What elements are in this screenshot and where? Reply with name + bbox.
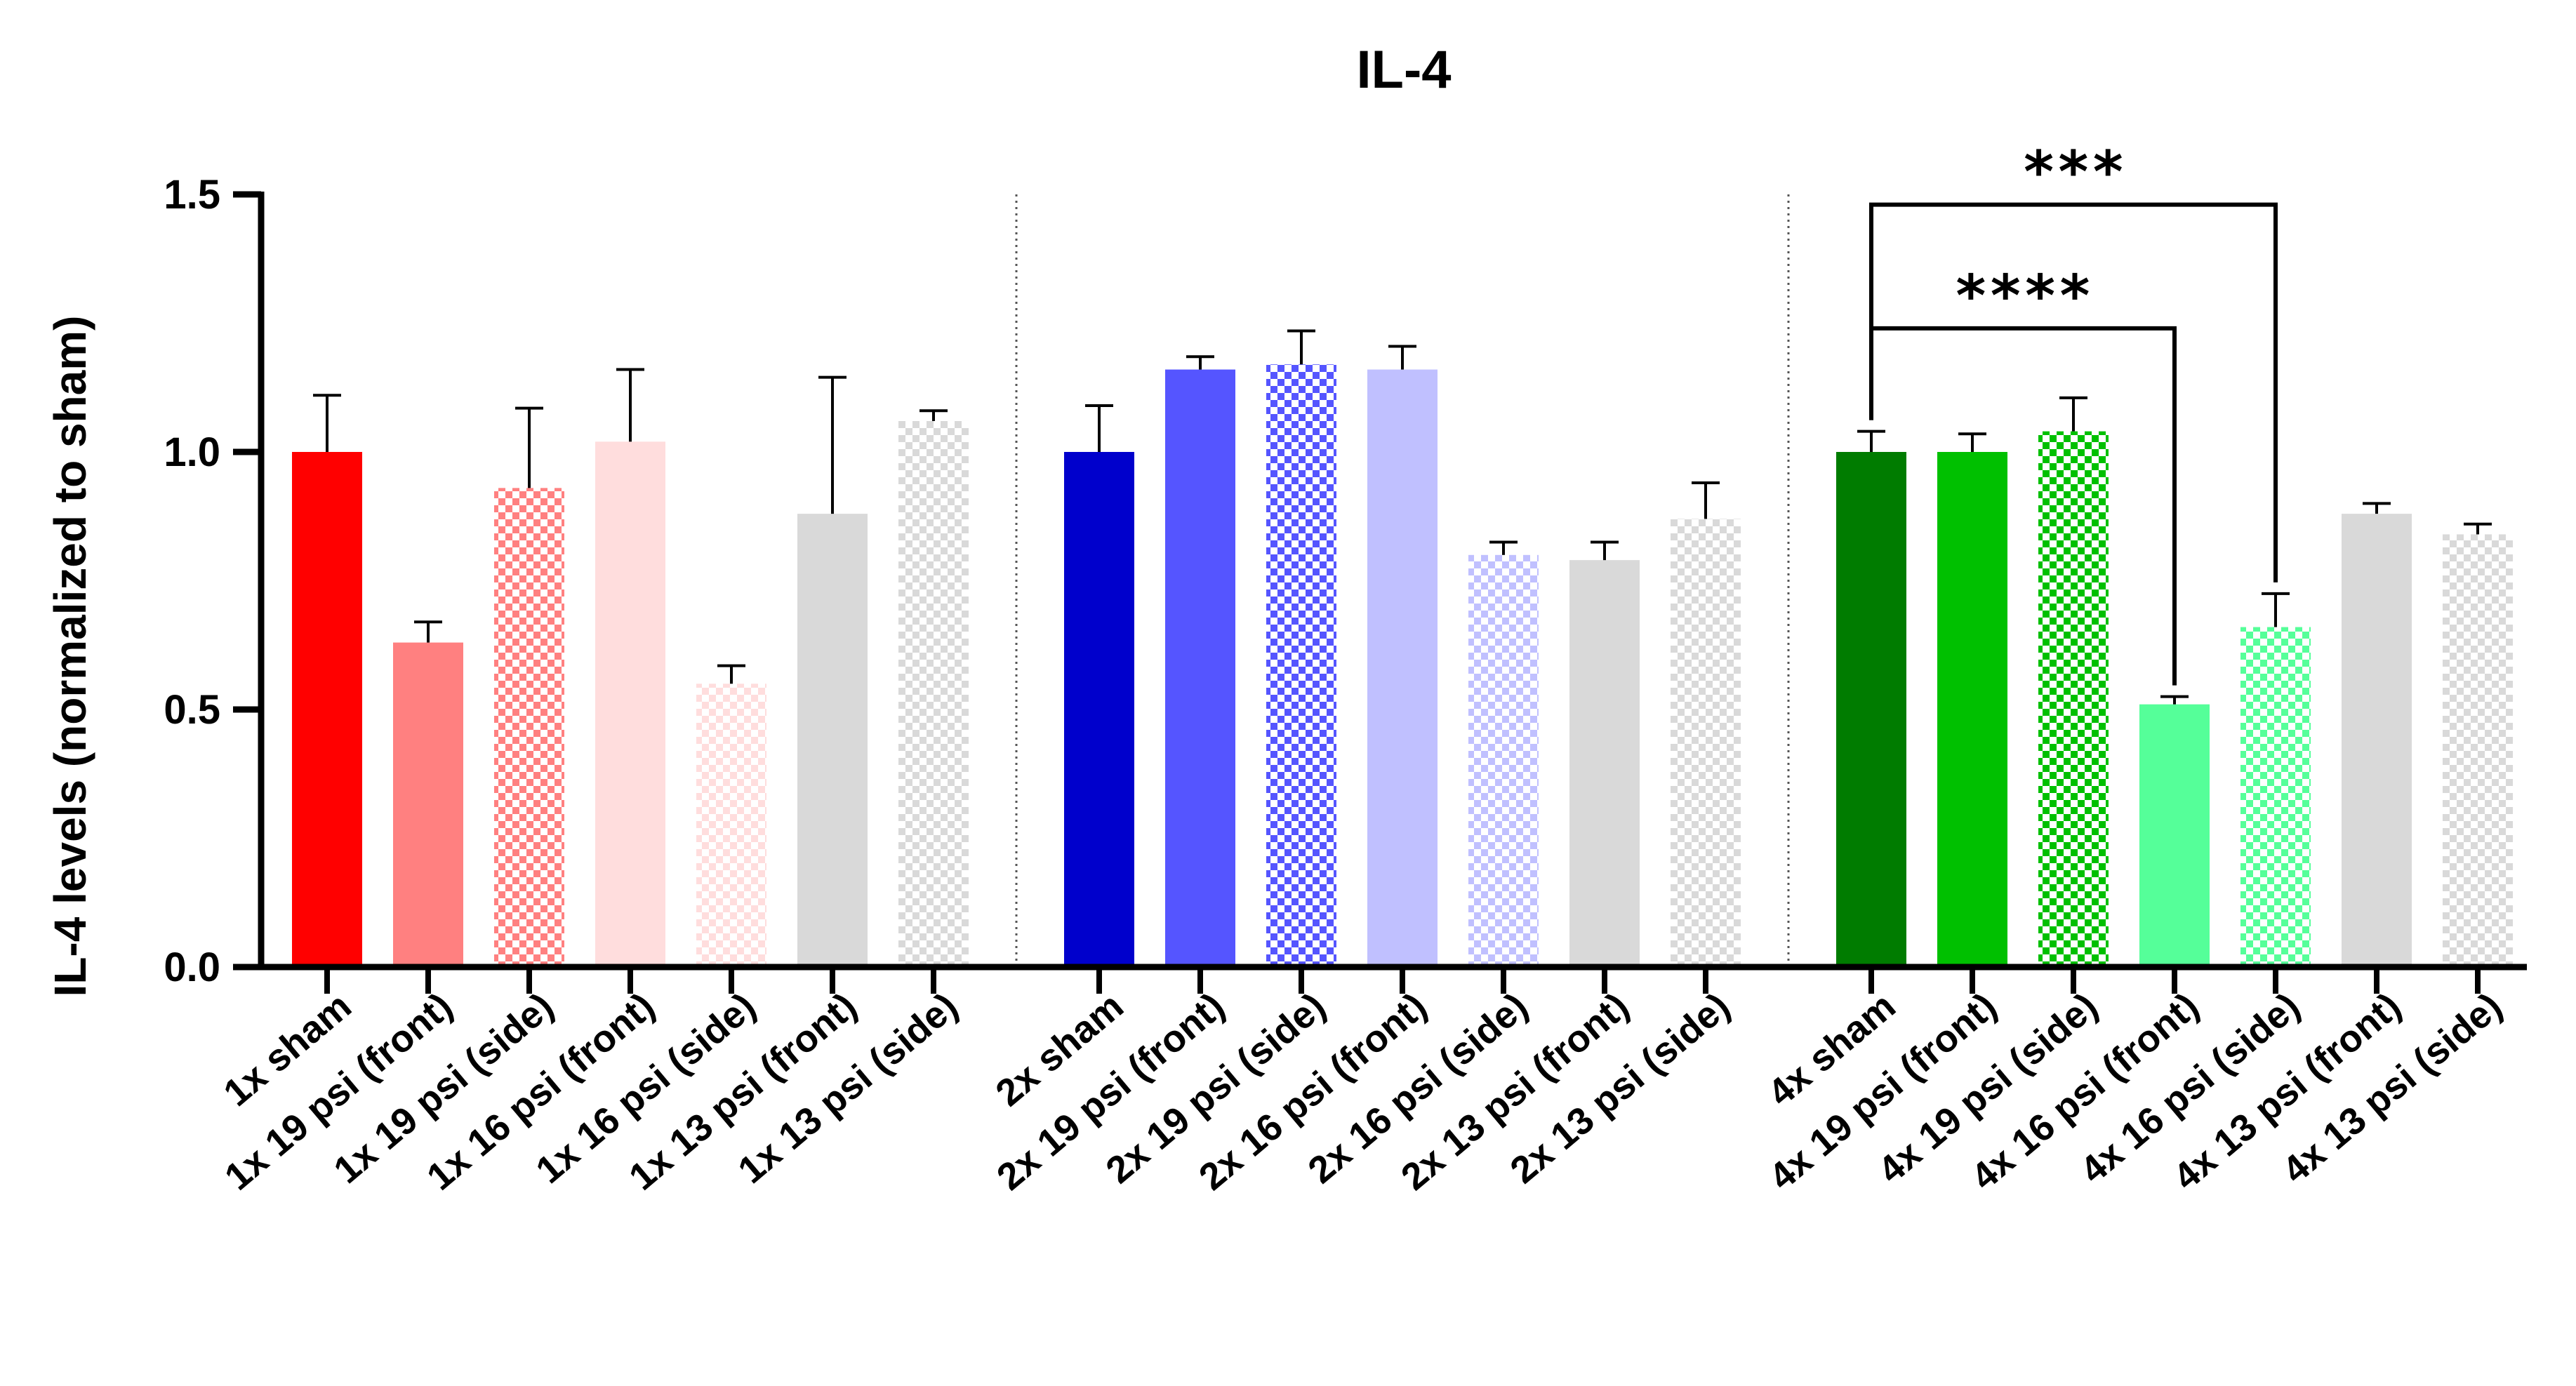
error-bar <box>1958 432 1986 452</box>
error-bar <box>1287 329 1315 365</box>
error-bar <box>1186 355 1214 370</box>
bar <box>1367 369 1438 967</box>
bar <box>292 452 362 967</box>
bar <box>393 642 463 967</box>
bar <box>494 488 564 967</box>
bar <box>898 420 969 967</box>
bars <box>292 364 2513 967</box>
bar <box>1064 452 1134 967</box>
significance-annotations: ******* <box>1869 140 2278 686</box>
bar <box>2342 514 2412 967</box>
significance-label: **** <box>1953 263 2092 330</box>
error-bar <box>2059 396 2087 432</box>
bar <box>595 441 665 967</box>
y-axis-label: IL-4 levels (normalized to sham) <box>45 316 95 997</box>
error-bar <box>313 394 341 452</box>
error-bar <box>414 620 442 643</box>
error-bar <box>1489 540 1518 555</box>
bar <box>1671 519 1741 967</box>
bar <box>2139 704 2210 967</box>
error-bar <box>818 375 847 514</box>
bar <box>797 514 868 967</box>
bar <box>2038 431 2109 967</box>
error-bar <box>1857 429 1885 452</box>
y-tick-label: 0.0 <box>164 945 220 990</box>
y-tick-label: 1.0 <box>164 429 220 475</box>
y-tick-label: 0.5 <box>164 687 220 733</box>
error-bar <box>2464 522 2492 535</box>
error-bar <box>616 368 644 442</box>
bar <box>2240 627 2311 967</box>
error-bar <box>1085 404 1113 452</box>
error-bar <box>2363 502 2391 514</box>
error-bars <box>313 329 2492 705</box>
error-bar <box>1591 540 1619 561</box>
bar <box>696 684 766 967</box>
bar <box>2443 534 2513 967</box>
bar <box>1165 369 1235 967</box>
bar <box>1468 554 1539 967</box>
error-bar <box>515 406 543 488</box>
bar <box>1937 452 2007 967</box>
significance-bracket: **** <box>1869 263 2177 686</box>
y-tick-label: 1.5 <box>164 172 220 218</box>
chart-title: IL-4 <box>1356 40 1451 100</box>
error-bar <box>2262 592 2290 627</box>
error-bar <box>2160 695 2189 705</box>
error-bar <box>1692 481 1720 519</box>
significance-label: *** <box>2021 140 2125 206</box>
error-bar <box>717 664 745 684</box>
group-separators <box>1015 194 1790 967</box>
axes <box>258 192 2527 994</box>
y-ticks: 0.0 0.5 1.0 1.5 <box>164 172 261 990</box>
significance-bracket: *** <box>1869 140 2278 582</box>
bar <box>1266 364 1336 967</box>
error-bar <box>919 409 948 421</box>
bar <box>1569 560 1640 967</box>
error-bar <box>1388 345 1416 370</box>
bar <box>1836 452 1906 967</box>
